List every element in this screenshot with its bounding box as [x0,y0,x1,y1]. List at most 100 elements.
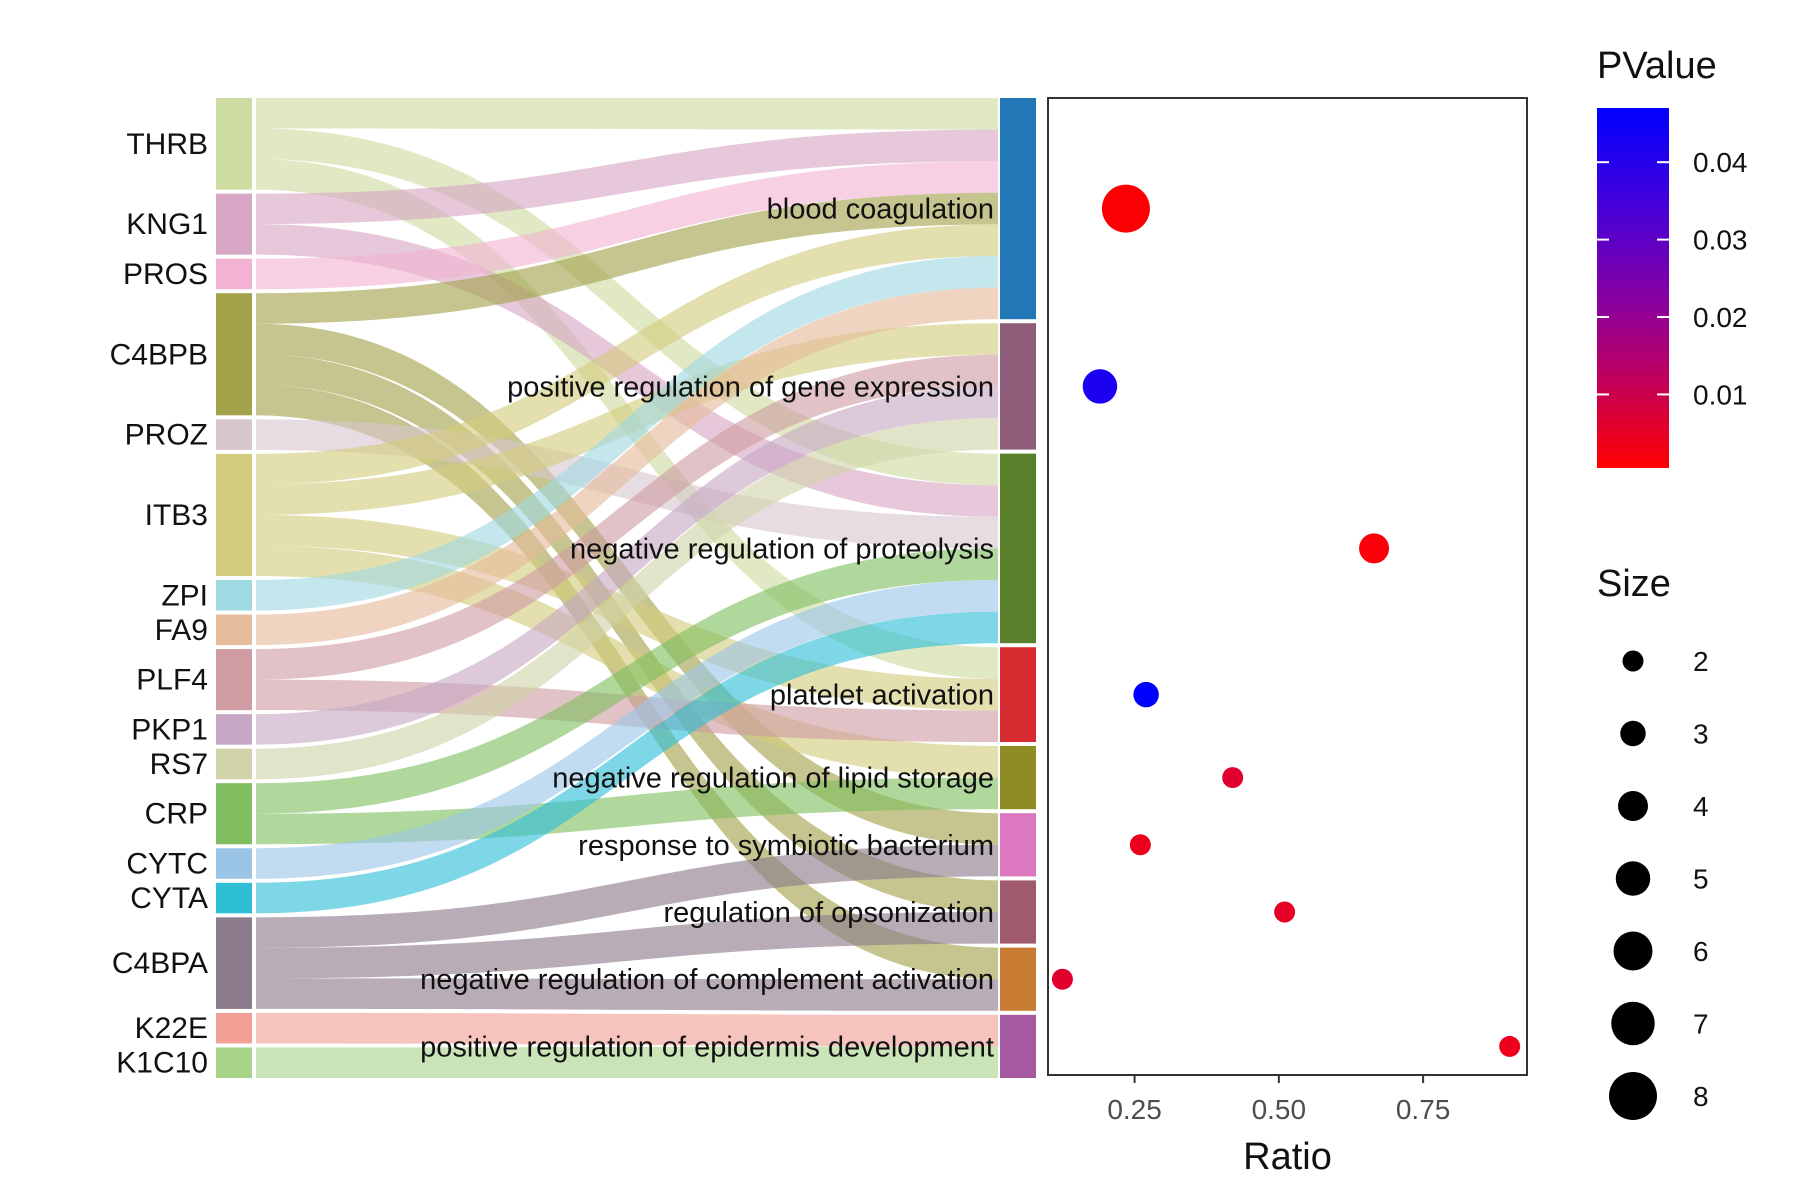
term-label-blood-coagulation: blood coagulation [767,194,994,226]
dot-panel-border [1047,97,1528,1076]
term-node-positive-regulation-of-gene-expression [1000,323,1036,450]
gene-node-c4bpa [216,917,252,1009]
color-legend-label: 0.04 [1693,147,1748,178]
term-label-platelet-activation: platelet activation [770,680,994,712]
gene-node-plf4 [216,649,252,711]
size-legend-dot [1615,861,1651,896]
size-legend-dot [1611,1001,1655,1046]
dot-negative-regulation-of-complement-activation [1051,968,1073,990]
link-k22e-positive-regulation-of-epidermis-development [256,1012,998,1047]
size-legend-label: 4 [1693,791,1709,822]
gene-label-thrb: THRB [126,128,208,161]
dot-positive-regulation-of-gene-expression [1082,369,1118,404]
x-tick-label: 0.50 [1252,1094,1307,1125]
dot-plot-panel: 0.25 0.50 0.75 Ratio [1047,97,1528,1178]
size-legend-label: 7 [1693,1009,1709,1040]
size-legend-label: 3 [1693,719,1709,750]
gene-node-pros [216,258,252,290]
term-node-negative-regulation-of-lipid-storage [1000,746,1036,810]
gene-label-pros: PROS [123,258,208,291]
link-pros-blood-coagulation [256,161,998,290]
link-rs7-positive-regulation-of-gene-expression [256,418,998,780]
gene-node-cytc [216,848,252,879]
gene-label-pkp1: PKP1 [131,713,208,746]
term-node-negative-regulation-of-complement-activation [1000,947,1036,1011]
gene-label-crp: CRP [145,798,208,831]
gene-node-thrb [216,98,252,190]
gene-node-kng1 [216,193,252,255]
term-node-negative-regulation-of-proteolysis [1000,453,1036,644]
term-node-platelet-activation [1000,647,1036,742]
link-crp-negative-regulation-of-proteolysis [256,548,998,814]
x-axis-title: Ratio [1243,1136,1332,1178]
link-c4bpa-response-to-symbiotic-bacterium [256,844,998,948]
gene-node-itb3 [216,453,252,576]
gene-label-itb3: ITB3 [145,499,208,532]
size-legend-dot [1618,791,1648,821]
size-legend-label: 8 [1693,1081,1709,1112]
gene-node-c4bpb [216,293,252,416]
gene-node-rs7 [216,748,252,780]
dot-negative-regulation-of-lipid-storage [1222,767,1244,789]
term-label-response-to-symbiotic-bacterium: response to symbiotic bacterium [578,830,994,862]
sankey-links [256,98,998,1078]
size-legend-dot [1613,931,1653,971]
gene-label-plf4: PLF4 [136,664,208,697]
term-label-positive-regulation-of-epidermis-development: positive regulation of epidermis develop… [420,1031,994,1063]
gene-label-rs7: RS7 [150,748,208,781]
gene-node-k22e [216,1012,252,1044]
size-legend-label: 6 [1693,936,1709,967]
link-c4bpb-regulation-of-opsonization [256,354,998,912]
gene-label-k1c10: K1C10 [116,1047,208,1080]
gene-label-zpi: ZPI [161,579,208,612]
term-label-negative-regulation-of-complement-activation: negative regulation of complement activa… [420,964,994,996]
link-c4bpb-blood-coagulation [256,192,998,324]
dot-positive-regulation-of-epidermis-development [1499,1035,1521,1057]
term-label-negative-regulation-of-proteolysis: negative regulation of proteolysis [570,533,994,565]
term-label-positive-regulation-of-gene-expression: positive regulation of gene expression [507,371,994,403]
x-tick-label: 0.75 [1396,1094,1451,1125]
gene-label-cytc: CYTC [126,848,208,881]
dot-response-to-symbiotic-bacterium [1129,834,1151,856]
link-pkp1-positive-regulation-of-gene-expression [256,386,998,745]
link-itb3-negative-regulation-of-lipid-storage [256,545,998,778]
gene-node-fa9 [216,614,252,646]
term-label-regulation-of-opsonization: regulation of opsonization [663,897,994,929]
gene-node-crp [216,783,252,845]
term-node-blood-coagulation [1000,98,1036,320]
color-legend-title: PValue [1597,45,1717,87]
size-legend-dot [1620,720,1646,747]
color-legend-label: 0.01 [1693,379,1748,410]
color-legend-bar [1597,108,1669,468]
link-thrb-blood-coagulation [256,98,998,130]
size-legend-label: 5 [1693,864,1709,895]
link-thrb-negative-regulation-of-proteolysis [256,128,998,486]
link-cytc-negative-regulation-of-proteolysis [256,580,998,879]
term-node-positive-regulation-of-epidermis-development [1000,1014,1036,1078]
link-c4bpa-regulation-of-opsonization [256,912,998,979]
gene-label-c4bpa: C4BPA [112,947,208,980]
link-k1c10-positive-regulation-of-epidermis-development [256,1046,998,1078]
gene-label-kng1: KNG1 [126,208,208,241]
gene-node-cyta [216,882,252,914]
gene-label-c4bpb: C4BPB [110,338,208,371]
link-zpi-blood-coagulation [256,256,998,611]
gene-node-k1c10 [216,1047,252,1078]
size-legend-label: 2 [1693,646,1709,677]
gene-node-proz [216,419,252,450]
dot-regulation-of-opsonization [1274,901,1296,923]
gene-label-fa9: FA9 [155,614,208,647]
gene-node-zpi [216,580,252,611]
size-legend-title: Size [1597,563,1671,605]
dot-blood-coagulation [1101,184,1150,233]
term-node-regulation-of-opsonization [1000,880,1036,944]
color-legend-label: 0.03 [1693,225,1748,256]
x-tick-label: 0.25 [1107,1094,1162,1125]
dot-platelet-activation [1133,681,1159,708]
link-plf4-positive-regulation-of-gene-expression [256,354,998,680]
term-node-response-to-symbiotic-bacterium [1000,813,1036,877]
link-cyta-negative-regulation-of-proteolysis [256,611,998,914]
gene-node-pkp1 [216,714,252,745]
gene-label-proz: PROZ [125,419,208,452]
